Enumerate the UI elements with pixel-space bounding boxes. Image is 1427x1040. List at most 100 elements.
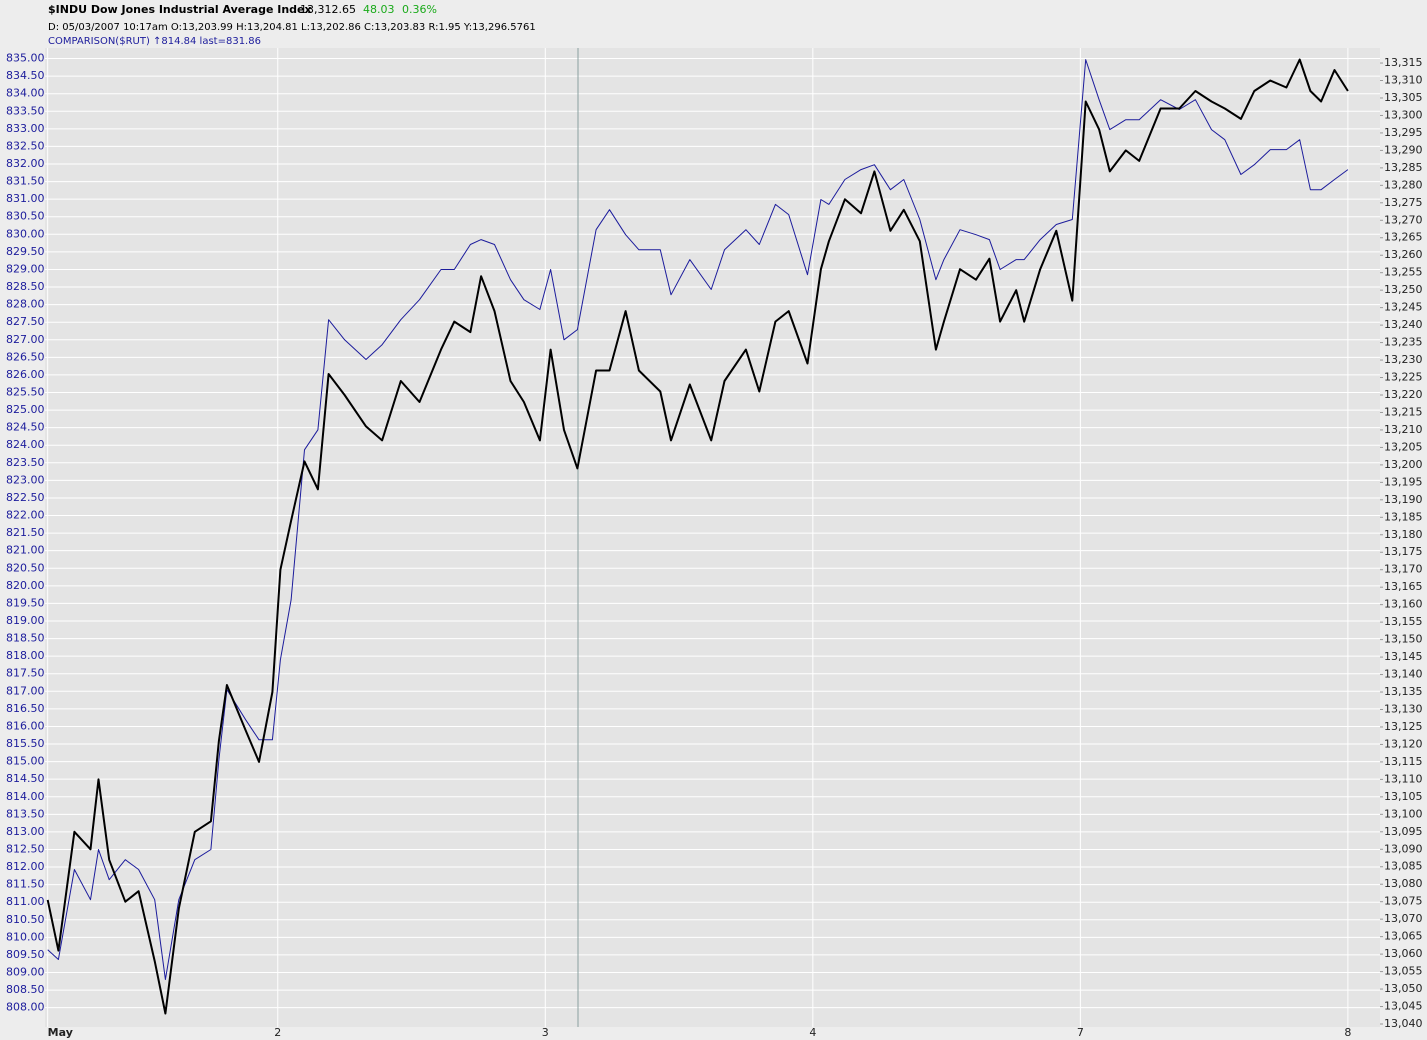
y-tick-label: 827.00: [6, 333, 45, 346]
y2-tick-label: 13,235: [1384, 336, 1423, 349]
y2-tick-label: 13,150: [1384, 633, 1423, 646]
y-tick-label: 827.50: [6, 315, 45, 328]
y2-tick-label: 13,275: [1384, 196, 1423, 209]
y2-tick-label: 13,295: [1384, 126, 1423, 139]
y2-tick-label: 13,180: [1384, 528, 1423, 541]
y2-tick-label: 13,310: [1384, 73, 1423, 86]
y2-tick-label: 13,260: [1384, 248, 1423, 261]
y-tick-label: 830.00: [6, 227, 45, 240]
y2-tick-label: 13,060: [1384, 947, 1423, 960]
y2-tick-label: 13,210: [1384, 423, 1423, 436]
y2-tick-label: 13,135: [1384, 685, 1423, 698]
header-change: 48.03: [363, 3, 395, 16]
y-tick-label: 829.00: [6, 262, 45, 275]
header-last: 13,312.65: [300, 3, 356, 16]
x-tick-label: 2: [274, 1026, 281, 1039]
y-tick-label: 820.50: [6, 561, 45, 574]
y-tick-label: 816.00: [6, 719, 45, 732]
y2-tick-label: 13,075: [1384, 895, 1423, 908]
y2-tick-label: 13,305: [1384, 91, 1423, 104]
y2-tick-label: 13,130: [1384, 702, 1423, 715]
y-tick-label: 826.50: [6, 350, 45, 363]
y2-tick-label: 13,185: [1384, 510, 1423, 523]
y-tick-label: 815.50: [6, 737, 45, 750]
y2-tick-label: 13,110: [1384, 772, 1423, 785]
y2-tick-label: 13,165: [1384, 580, 1423, 593]
y-tick-label: 821.50: [6, 526, 45, 539]
y-tick-label: 812.00: [6, 860, 45, 873]
x-tick-label: 8: [1344, 1026, 1351, 1039]
y-tick-label: 811.00: [6, 895, 45, 908]
y-tick-label: 812.50: [6, 842, 45, 855]
y-tick-label: 825.50: [6, 385, 45, 398]
y-tick-label: 820.00: [6, 579, 45, 592]
y2-tick-label: 13,215: [1384, 405, 1423, 418]
y-tick-label: 832.50: [6, 139, 45, 152]
y-tick-label: 817.50: [6, 667, 45, 680]
y2-tick-label: 13,190: [1384, 493, 1423, 506]
header-title: $INDU Dow Jones Industrial Average Index: [48, 3, 312, 16]
y-tick-label: 835.00: [6, 52, 45, 65]
y2-tick-label: 13,250: [1384, 283, 1423, 296]
y2-tick-label: 13,255: [1384, 266, 1423, 279]
y-tick-label: 824.50: [6, 421, 45, 434]
y2-tick-label: 13,195: [1384, 475, 1423, 488]
y2-tick-label: 13,225: [1384, 371, 1423, 384]
y-tick-label: 826.00: [6, 368, 45, 381]
y2-tick-label: 13,220: [1384, 388, 1423, 401]
y2-tick-label: 13,115: [1384, 755, 1423, 768]
y-tick-label: 814.50: [6, 772, 45, 785]
y-tick-label: 818.50: [6, 632, 45, 645]
y-tick-label: 822.00: [6, 509, 45, 522]
y2-tick-label: 13,265: [1384, 231, 1423, 244]
y-tick-label: 811.50: [6, 878, 45, 891]
y2-tick-label: 13,315: [1384, 56, 1423, 69]
y2-tick-label: 13,090: [1384, 842, 1423, 855]
y-tick-label: 809.00: [6, 966, 45, 979]
y2-tick-label: 13,080: [1384, 877, 1423, 890]
y-tick-label: 819.00: [6, 614, 45, 627]
plot-area: [45, 48, 1380, 1027]
y-tick-label: 833.50: [6, 104, 45, 117]
comparison-info: ↑814.84 last=831.86: [153, 36, 261, 47]
y-tick-label: 822.50: [6, 491, 45, 504]
y-tick-label: 819.50: [6, 596, 45, 609]
y2-tick-label: 13,200: [1384, 458, 1423, 471]
y2-tick-label: 13,085: [1384, 860, 1423, 873]
y2-tick-label: 13,160: [1384, 598, 1423, 611]
y-tick-label: 809.50: [6, 948, 45, 961]
y2-tick-label: 13,050: [1384, 982, 1423, 995]
header-change-pct: 0.36%: [402, 3, 437, 16]
y2-tick-label: 13,045: [1384, 1000, 1423, 1013]
y2-tick-label: 13,055: [1384, 965, 1423, 978]
y-tick-label: 824.00: [6, 438, 45, 451]
series-line: [46, 58, 1349, 1015]
y2-tick-label: 13,040: [1384, 1017, 1423, 1030]
y2-tick-label: 13,230: [1384, 353, 1423, 366]
y-tick-label: 829.50: [6, 245, 45, 258]
y-tick-label: 821.00: [6, 544, 45, 557]
y-tick-label: 813.00: [6, 825, 45, 838]
y2-tick-label: 13,270: [1384, 213, 1423, 226]
y2-tick-label: 13,070: [1384, 912, 1423, 925]
x-tick-label: May: [48, 1026, 73, 1039]
series-group: [46, 58, 1349, 1015]
grid: [45, 48, 1380, 1027]
y-tick-label: 815.00: [6, 755, 45, 768]
y2-tick-label: 13,175: [1384, 545, 1423, 558]
y2-tick-label: 13,065: [1384, 930, 1423, 943]
y2-tick-label: 13,155: [1384, 615, 1423, 628]
y2-tick-label: 13,300: [1384, 108, 1423, 121]
y2-tick-label: 13,245: [1384, 301, 1423, 314]
y2-tick-label: 13,120: [1384, 737, 1423, 750]
y-tick-label: 831.50: [6, 175, 45, 188]
x-tick-label: 3: [542, 1026, 549, 1039]
y-tick-label: 825.00: [6, 403, 45, 416]
y2-tick-label: 13,140: [1384, 668, 1423, 681]
y-tick-label: 808.00: [6, 1001, 45, 1014]
y2-tick-label: 13,285: [1384, 161, 1423, 174]
y-tick-label: 831.00: [6, 192, 45, 205]
y2-tick-label: 13,240: [1384, 318, 1423, 331]
y-tick-label: 810.00: [6, 930, 45, 943]
